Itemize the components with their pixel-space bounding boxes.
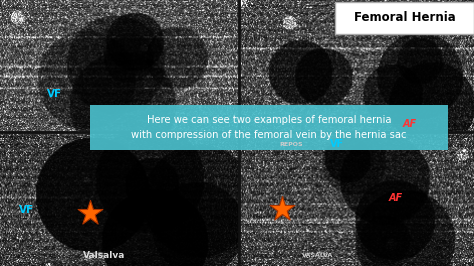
Text: REPOS: REPOS: [280, 143, 303, 147]
Text: VF: VF: [18, 205, 34, 215]
Point: [278, 207, 286, 211]
Text: VF: VF: [329, 139, 344, 149]
Text: VF: VF: [47, 89, 62, 99]
Text: Femoral Hernia: Femoral Hernia: [354, 11, 456, 24]
FancyBboxPatch shape: [90, 105, 448, 150]
Text: Here we can see two examples of femoral hernia
with compression of the femoral v: Here we can see two examples of femoral …: [131, 115, 407, 140]
Text: VASALVA: VASALVA: [302, 253, 333, 258]
Text: AF: AF: [389, 193, 403, 203]
FancyBboxPatch shape: [335, 2, 474, 34]
Text: AF: AF: [403, 119, 417, 129]
Point: [86, 211, 94, 215]
Text: Valsalva: Valsalva: [83, 251, 126, 260]
